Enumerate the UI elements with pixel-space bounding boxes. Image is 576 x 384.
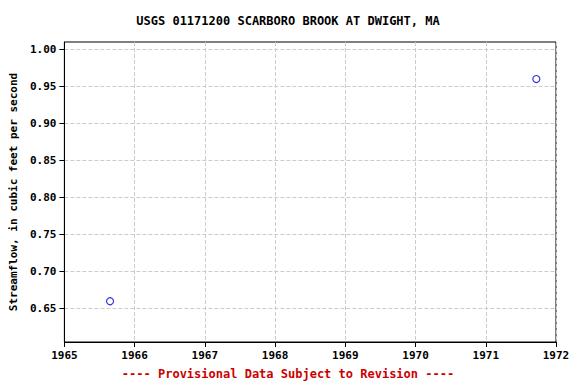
svg-text:1970: 1970 — [402, 349, 429, 362]
svg-text:0.95: 0.95 — [30, 80, 57, 93]
svg-text:Streamflow, in cubic feet per: Streamflow, in cubic feet per second — [7, 73, 20, 311]
svg-text:1965: 1965 — [51, 349, 78, 362]
svg-text:0.65: 0.65 — [30, 302, 57, 315]
svg-text:1968: 1968 — [262, 349, 289, 362]
svg-text:1.00: 1.00 — [30, 43, 57, 56]
svg-text:1972: 1972 — [543, 349, 570, 362]
svg-text:0.90: 0.90 — [30, 117, 57, 130]
svg-text:0.80: 0.80 — [30, 191, 57, 204]
svg-text:1971: 1971 — [473, 349, 500, 362]
svg-text:USGS 01171200 SCARBORO BROOK A: USGS 01171200 SCARBORO BROOK AT DWIGHT, … — [136, 14, 440, 28]
svg-text:0.75: 0.75 — [30, 228, 57, 241]
svg-text:0.85: 0.85 — [30, 154, 57, 167]
svg-text:0.70: 0.70 — [30, 265, 57, 278]
svg-text:1967: 1967 — [192, 349, 219, 362]
svg-text:1969: 1969 — [332, 349, 359, 362]
svg-text:1966: 1966 — [121, 349, 148, 362]
svg-text:---- Provisional Data Subject: ---- Provisional Data Subject to Revisio… — [122, 367, 454, 381]
